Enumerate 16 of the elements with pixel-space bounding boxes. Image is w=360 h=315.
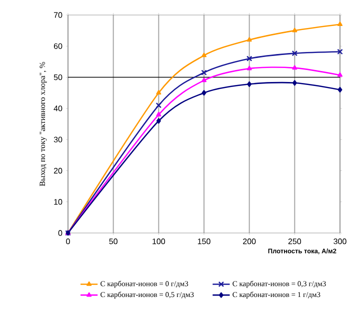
y-tick-label: 0 (58, 230, 62, 236)
x-tick-label: 150 (198, 238, 210, 244)
x-tick-label: 100 (152, 238, 166, 244)
y-tick-label: 30 (54, 136, 62, 142)
y-tick-label: 40 (54, 106, 62, 112)
y-tick-label: 50 (54, 74, 62, 80)
x-tick-label: 250 (288, 238, 302, 244)
x-tick-label: 200 (243, 238, 256, 244)
y-tick-label: 20 (54, 168, 62, 174)
x-tick-label: 0 (66, 238, 70, 244)
x-tick-label: 300 (334, 238, 346, 244)
y-tick-label: 70 (54, 12, 62, 18)
x-tick-label: 50 (109, 238, 118, 244)
y-axis-title: Выход по току "активного хлора", % (40, 62, 47, 186)
y-tick-label: 10 (54, 199, 62, 205)
y-tick-label: 60 (54, 43, 62, 49)
